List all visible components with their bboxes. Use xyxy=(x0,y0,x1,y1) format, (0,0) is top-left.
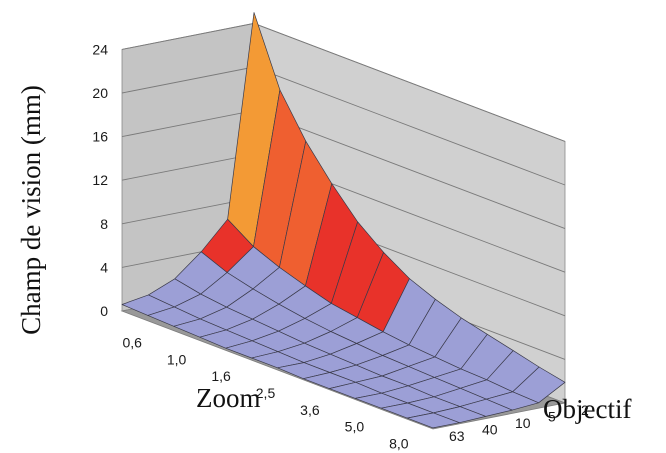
z-axis-title: Champ de vision (mm) xyxy=(16,85,46,335)
objectif-tick-label: 63 xyxy=(449,428,465,444)
objectif-axis-ticks: 2 5 10 40 63 xyxy=(449,402,589,444)
z-tick-label: 12 xyxy=(92,172,108,188)
zoom-tick-label: 5,0 xyxy=(345,419,365,435)
z-tick-label: 20 xyxy=(92,85,108,101)
zoom-axis-ticks: 0,6 1,0 1,6 2,5 3,6 5,0 8,0 xyxy=(122,334,408,451)
zoom-tick-label: 0,6 xyxy=(122,334,142,350)
zoom-tick-label: 2,5 xyxy=(256,385,276,401)
zoom-tick-label: 1,6 xyxy=(211,368,231,384)
objectif-tick-label: 2 xyxy=(581,402,589,418)
zoom-tick-label: 8,0 xyxy=(389,436,409,452)
zoom-tick-label: 3,6 xyxy=(300,402,320,418)
objectif-axis-title: Objectif xyxy=(543,394,631,424)
objectif-tick-label: 40 xyxy=(482,422,498,438)
objectif-tick-label: 10 xyxy=(515,415,531,431)
z-axis-ticks: 0 4 8 12 16 20 24 xyxy=(92,41,108,319)
surface-cell xyxy=(406,412,460,429)
surface xyxy=(121,12,566,429)
z-tick-label: 24 xyxy=(92,41,108,57)
zoom-tick-label: 1,0 xyxy=(167,351,187,367)
objectif-tick-label: 5 xyxy=(548,409,556,425)
z-tick-label: 4 xyxy=(100,259,108,275)
z-tick-label: 8 xyxy=(100,216,108,232)
z-tick-label: 16 xyxy=(92,129,108,145)
zoom-axis-title: Zoom xyxy=(196,383,261,413)
z-tick-label: 0 xyxy=(100,303,108,319)
